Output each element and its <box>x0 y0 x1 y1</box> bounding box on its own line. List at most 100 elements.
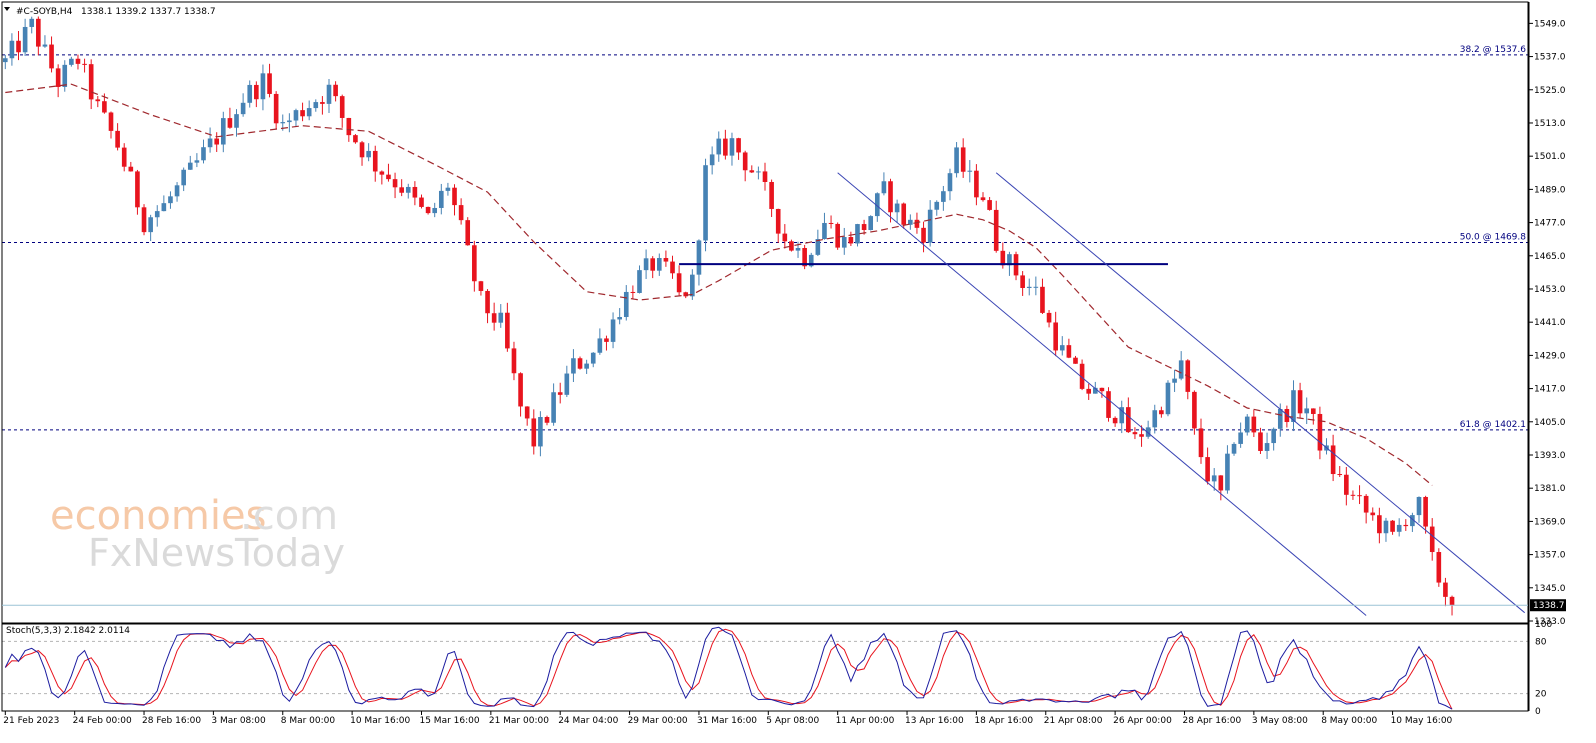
candle-body <box>1059 345 1065 351</box>
candle-body <box>1211 475 1217 482</box>
candle-body <box>835 223 840 248</box>
candle-body <box>36 18 41 47</box>
price-tick-label: 1489.0 <box>1534 185 1566 195</box>
candle-body <box>557 392 563 395</box>
candle-body <box>617 317 622 320</box>
time-tick-label: 31 Mar 16:00 <box>697 716 757 726</box>
candle-body <box>445 187 451 191</box>
candle-body <box>1377 515 1382 534</box>
chevron-down-icon[interactable] <box>4 7 10 11</box>
candle-body <box>115 130 120 148</box>
price-tick-label: 1417.0 <box>1534 385 1566 395</box>
trend-lines <box>679 172 1526 616</box>
ohlc-readout: 1338.1 1339.2 1337.7 1338.7 <box>81 7 216 17</box>
price-tick-label: 1429.0 <box>1534 351 1566 361</box>
candle-body <box>1073 357 1078 364</box>
candle-body <box>670 261 675 274</box>
candle-body <box>247 84 253 103</box>
candle-body <box>267 73 272 94</box>
channel-line <box>995 172 1526 614</box>
fib-level-label: 38.2 @ 1537.6 <box>1460 45 1527 55</box>
candle-body <box>736 138 741 153</box>
candle-body <box>703 165 708 241</box>
candle-body <box>1449 596 1455 606</box>
candle-body <box>934 201 940 210</box>
candle-body <box>69 58 74 65</box>
candle-body <box>967 170 973 172</box>
price-panel-frame <box>1 1 1529 624</box>
candle-body <box>293 110 299 121</box>
candle-body <box>1205 457 1210 482</box>
candle-body <box>168 196 173 204</box>
candle-body <box>676 273 682 293</box>
fibonacci-levels: 38.2 @ 1537.6 50.0 @ 1469.8 61.8 @ 1402.1 <box>2 45 1528 431</box>
candle-body <box>148 217 153 233</box>
candle-body <box>577 358 583 369</box>
candle-body <box>762 171 768 182</box>
candle-body <box>1099 387 1105 392</box>
time-tick-label: 10 Mar 16:00 <box>350 716 410 726</box>
candle-body <box>914 219 920 228</box>
candle-body <box>102 101 107 113</box>
candle-body <box>254 84 259 100</box>
candle-body <box>42 44 48 47</box>
candle-body <box>1231 443 1237 454</box>
candle-body <box>630 291 636 293</box>
candle-body <box>485 290 490 314</box>
candle-body <box>1410 515 1415 527</box>
candle-body <box>1396 524 1402 532</box>
candle-body <box>280 122 286 124</box>
candle-body <box>1106 391 1111 418</box>
price-tick-label: 1381.0 <box>1534 484 1566 494</box>
price-tick-label: 1405.0 <box>1534 418 1566 428</box>
candle-body <box>742 152 748 171</box>
time-tick-label: 3 May 08:00 <box>1252 716 1308 726</box>
candle-body <box>709 154 715 166</box>
candle-body <box>88 64 94 100</box>
candle-body <box>300 110 305 117</box>
candle-body <box>438 190 444 208</box>
candle-body <box>227 118 233 128</box>
candle-body <box>604 338 609 342</box>
time-tick-label: 13 Apr 16:00 <box>905 716 964 726</box>
candle-body <box>815 239 821 255</box>
candle-body <box>1297 390 1303 414</box>
candle-body <box>22 26 28 53</box>
candle-body <box>287 120 292 123</box>
candle-body <box>551 392 556 423</box>
candle-body <box>207 138 213 148</box>
candle-body <box>359 142 365 158</box>
candle-body <box>1092 387 1098 394</box>
candle-body <box>498 312 504 323</box>
price-tick-label: 1333.0 <box>1534 617 1566 627</box>
time-tick-label: 24 Feb 00:00 <box>73 716 132 726</box>
time-tick-label: 21 Feb 2023 <box>3 716 59 726</box>
candle-body <box>412 186 418 198</box>
candle-body <box>795 247 801 251</box>
time-tick-label: 3 Mar 08:00 <box>211 716 266 726</box>
candle-body <box>1086 388 1092 394</box>
watermark-brand-line2: FxNewsToday <box>88 531 345 575</box>
candle-body <box>1304 408 1310 414</box>
price-tick-label: 1465.0 <box>1534 252 1566 262</box>
candle-body <box>723 138 728 156</box>
candle-body <box>954 147 959 174</box>
candle-body <box>974 170 979 198</box>
candle-body <box>775 208 781 234</box>
price-tick-label: 1477.0 <box>1534 219 1566 229</box>
axes: 1549.0 1537.0 1525.0 1513.0 1501.0 1489.0 1477… <box>1 1 1566 726</box>
candle-body <box>405 186 411 193</box>
candle-body <box>201 147 206 161</box>
candle-body <box>848 237 854 244</box>
candle-body <box>1344 474 1349 495</box>
candle-body <box>339 96 345 118</box>
time-tick-label: 24 Mar 04:00 <box>558 716 618 726</box>
candle-body <box>1139 434 1144 437</box>
candle-body <box>366 150 371 158</box>
candle-body <box>927 209 933 243</box>
time-tick-label: 26 Apr 00:00 <box>1113 716 1172 726</box>
candle-body <box>531 418 537 447</box>
candle-body <box>505 312 510 349</box>
candle-body <box>465 220 471 246</box>
candle-body <box>993 209 999 251</box>
